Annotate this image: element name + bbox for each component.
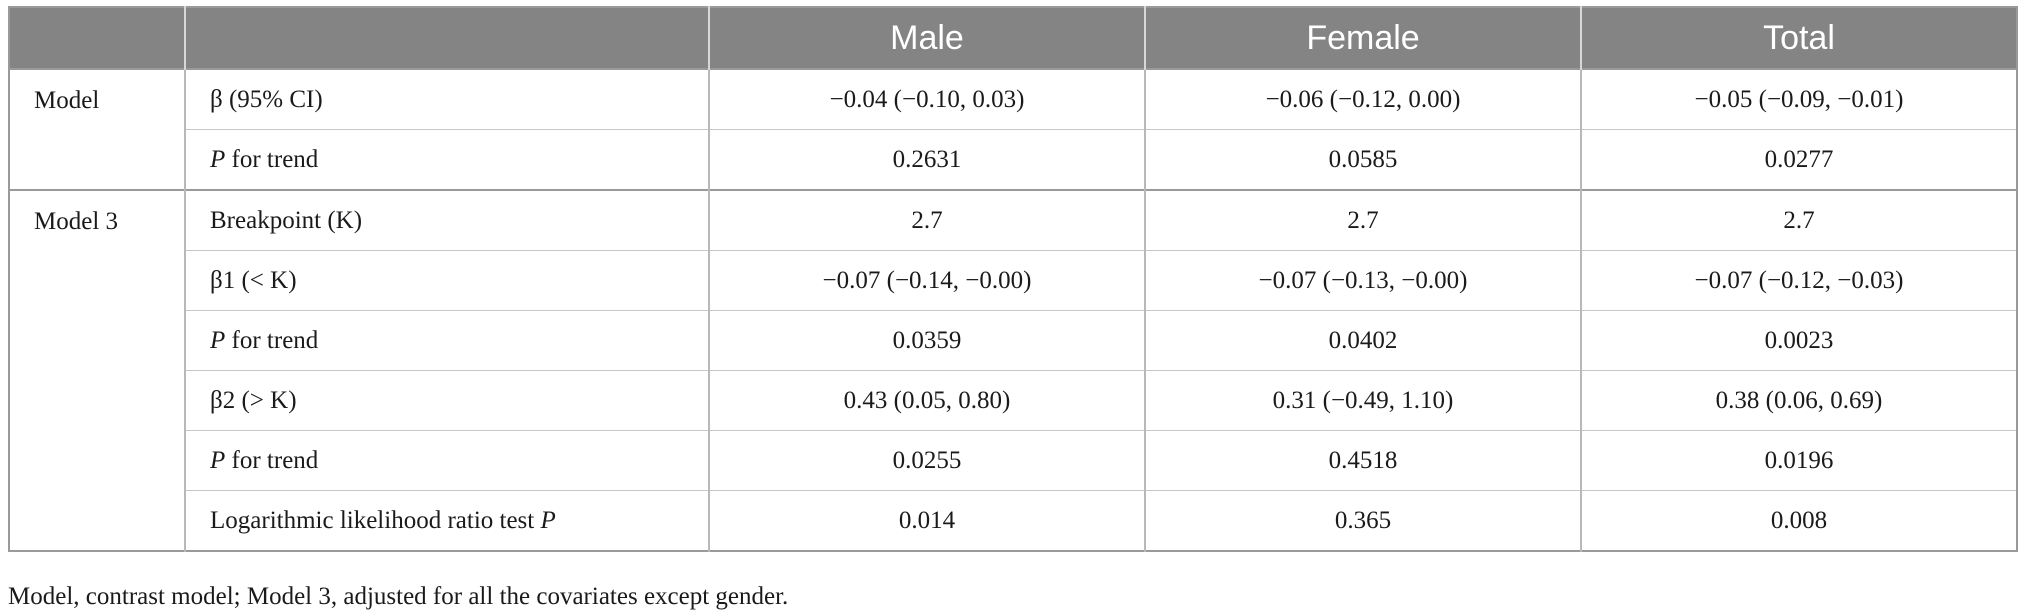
cell-female: 0.365 bbox=[1144, 490, 1581, 551]
results-table: Male Female Total Model β (95% CI) −0.04… bbox=[8, 6, 2018, 552]
cell-female: 0.31 (−0.49, 1.10) bbox=[1144, 370, 1581, 431]
cell-male: 0.0359 bbox=[708, 310, 1145, 371]
cell-male: 2.7 bbox=[708, 189, 1145, 251]
group-label-model-3: Model 3 bbox=[9, 189, 185, 551]
header-model bbox=[9, 7, 185, 69]
cell-total: 2.7 bbox=[1580, 189, 2017, 251]
table-row: Model β (95% CI) −0.04 (−0.10, 0.03) −0.… bbox=[9, 68, 2017, 190]
cell-female: 0.0585 bbox=[1144, 129, 1581, 190]
cell-female: 0.0402 bbox=[1144, 310, 1581, 371]
cell-total: 0.008 bbox=[1580, 490, 2017, 551]
header-male: Male bbox=[708, 7, 1145, 69]
cell-total: 0.0023 bbox=[1580, 310, 2017, 371]
cell-male: 0.43 (0.05, 0.80) bbox=[708, 370, 1145, 431]
table-row: β2 (> K) 0.43 (0.05, 0.80) 0.31 (−0.49, … bbox=[9, 370, 2017, 431]
header-row: Male Female Total bbox=[9, 7, 2017, 69]
table-row: P for trend 0.0359 0.0402 0.0023 bbox=[9, 310, 2017, 371]
cell-total: 0.38 (0.06, 0.69) bbox=[1580, 370, 2017, 431]
cell-male: −0.07 (−0.14, −0.00) bbox=[708, 250, 1145, 311]
cell-female: 2.7 bbox=[1144, 189, 1581, 251]
results-table-container: Male Female Total Model β (95% CI) −0.04… bbox=[8, 6, 2018, 552]
cell-male: 0.0255 bbox=[708, 430, 1145, 491]
cell-total: −0.07 (−0.12, −0.03) bbox=[1580, 250, 2017, 311]
header-total: Total bbox=[1580, 7, 2017, 69]
cell-total: 0.0196 bbox=[1580, 430, 2017, 491]
row-label: P for trend bbox=[184, 430, 709, 491]
table-row: P for trend 0.2631 0.0585 0.0277 bbox=[9, 129, 2017, 190]
cell-total: 0.0277 bbox=[1580, 129, 2017, 190]
table-footnote: Model, contrast model; Model 3, adjusted… bbox=[8, 583, 789, 610]
cell-female: 0.4518 bbox=[1144, 430, 1581, 491]
table-row: β1 (< K) −0.07 (−0.14, −0.00) −0.07 (−0.… bbox=[9, 250, 2017, 311]
row-label: P for trend bbox=[184, 129, 709, 190]
table-row: Model 3 Breakpoint (K) 2.7 2.7 2.7 bbox=[9, 189, 2017, 551]
table-row: P for trend 0.0255 0.4518 0.0196 bbox=[9, 430, 2017, 491]
row-label: P for trend bbox=[184, 310, 709, 371]
cell-male: 0.2631 bbox=[708, 129, 1145, 190]
cell-total: −0.05 (−0.09, −0.01) bbox=[1580, 68, 2017, 130]
row-label: β1 (< K) bbox=[184, 250, 709, 311]
row-label: Breakpoint (K) bbox=[184, 189, 709, 251]
row-label: β2 (> K) bbox=[184, 370, 709, 431]
group-label-model: Model bbox=[9, 68, 185, 190]
cell-female: −0.06 (−0.12, 0.00) bbox=[1144, 68, 1581, 130]
header-statistic bbox=[184, 7, 709, 69]
cell-female: −0.07 (−0.13, −0.00) bbox=[1144, 250, 1581, 311]
row-label: Logarithmic likelihood ratio test P bbox=[184, 490, 709, 551]
header-female: Female bbox=[1144, 7, 1581, 69]
cell-male: −0.04 (−0.10, 0.03) bbox=[708, 68, 1145, 130]
cell-male: 0.014 bbox=[708, 490, 1145, 551]
row-label: β (95% CI) bbox=[184, 68, 709, 130]
table-row: Logarithmic likelihood ratio test P 0.01… bbox=[9, 490, 2017, 551]
